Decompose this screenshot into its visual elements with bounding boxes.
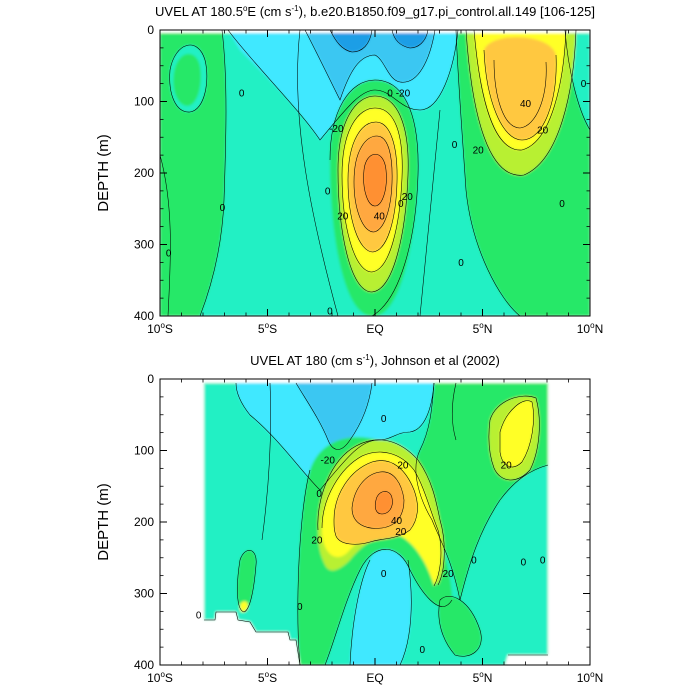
- contour-label: 40: [391, 516, 403, 527]
- contour-label: 0: [420, 645, 426, 656]
- panel-1-contour-fill: [160, 30, 590, 316]
- x-tick-label: EQ: [366, 671, 383, 685]
- contour-label: 0: [220, 203, 226, 214]
- contour-label: 40: [374, 211, 386, 222]
- x-tick-label: EQ: [366, 322, 383, 336]
- contour-label: 0: [559, 199, 565, 210]
- x-tick-label: 5oN: [473, 321, 493, 336]
- contour-label: 20: [501, 460, 513, 471]
- contour-label: 0: [325, 186, 331, 197]
- contour-label: 20: [395, 527, 407, 538]
- panel-1-title: UVEL AT 180.5oE (cm s-1), b.e20.B1850.f0…: [155, 4, 595, 19]
- y-tick-label: 200: [134, 515, 154, 529]
- contour-label: -20: [396, 88, 411, 99]
- contour-label: 40: [520, 99, 532, 110]
- contour-label: 0: [581, 79, 587, 90]
- y-tick-label: 0: [147, 23, 154, 37]
- contour-label: 0: [166, 249, 172, 260]
- contour-label: 20: [537, 126, 549, 137]
- x-tick-label: 10oS: [147, 670, 173, 685]
- contour-label: 20: [397, 460, 409, 471]
- contour-label: 0: [458, 258, 464, 269]
- contour-label: 0: [381, 569, 387, 580]
- contour-label: 0: [521, 558, 527, 569]
- contour-label: 20: [473, 146, 485, 157]
- contour-label: 0: [398, 199, 404, 210]
- x-tick-label: 5oS: [258, 670, 277, 685]
- y-tick-label: 300: [134, 238, 154, 252]
- contour-label: 0: [196, 610, 202, 621]
- contour-label: 20: [337, 211, 349, 222]
- y-tick-label: 100: [134, 444, 154, 458]
- x-tick-label: 10oS: [147, 321, 173, 336]
- contour-label: 20: [311, 535, 323, 546]
- y-tick-label: 200: [134, 166, 154, 180]
- contour-label: 0: [471, 555, 477, 566]
- contour-label: 0: [387, 88, 393, 99]
- contour-label: 0: [316, 489, 322, 500]
- panel-2-y-axis-label: DEPTH (m): [95, 483, 112, 561]
- x-tick-label: 10oN: [577, 670, 603, 685]
- y-tick-label: 300: [134, 587, 154, 601]
- contour-label: 0: [452, 140, 458, 151]
- contour-label: -20: [320, 455, 335, 466]
- contour-label: 0: [297, 602, 303, 613]
- y-tick-label: 400: [134, 309, 154, 323]
- panel-2: UVEL AT 180 (cm s-1), Johnson et al (200…: [95, 353, 603, 685]
- panel-2-contour-fill: [160, 379, 590, 665]
- panel-2-title: UVEL AT 180 (cm s-1), Johnson et al (200…: [250, 353, 500, 368]
- panel-1: UVEL AT 180.5oE (cm s-1), b.e20.B1850.f0…: [95, 4, 603, 336]
- contour-label: -20: [329, 124, 344, 135]
- contour-label: 20: [402, 192, 414, 203]
- y-tick-label: 0: [147, 372, 154, 386]
- x-tick-label: 5oS: [258, 321, 277, 336]
- contour-label: 0: [327, 306, 333, 317]
- contour-label: 0: [239, 88, 245, 99]
- x-tick-label: 5oN: [473, 670, 493, 685]
- contour-label: 20: [443, 569, 455, 580]
- y-tick-label: 100: [134, 95, 154, 109]
- contour-label: 0: [540, 555, 546, 566]
- panel-1-y-axis-label: DEPTH (m): [95, 134, 112, 212]
- x-tick-label: 10oN: [577, 321, 603, 336]
- contour-label: 0: [381, 414, 387, 425]
- y-tick-label: 400: [134, 658, 154, 672]
